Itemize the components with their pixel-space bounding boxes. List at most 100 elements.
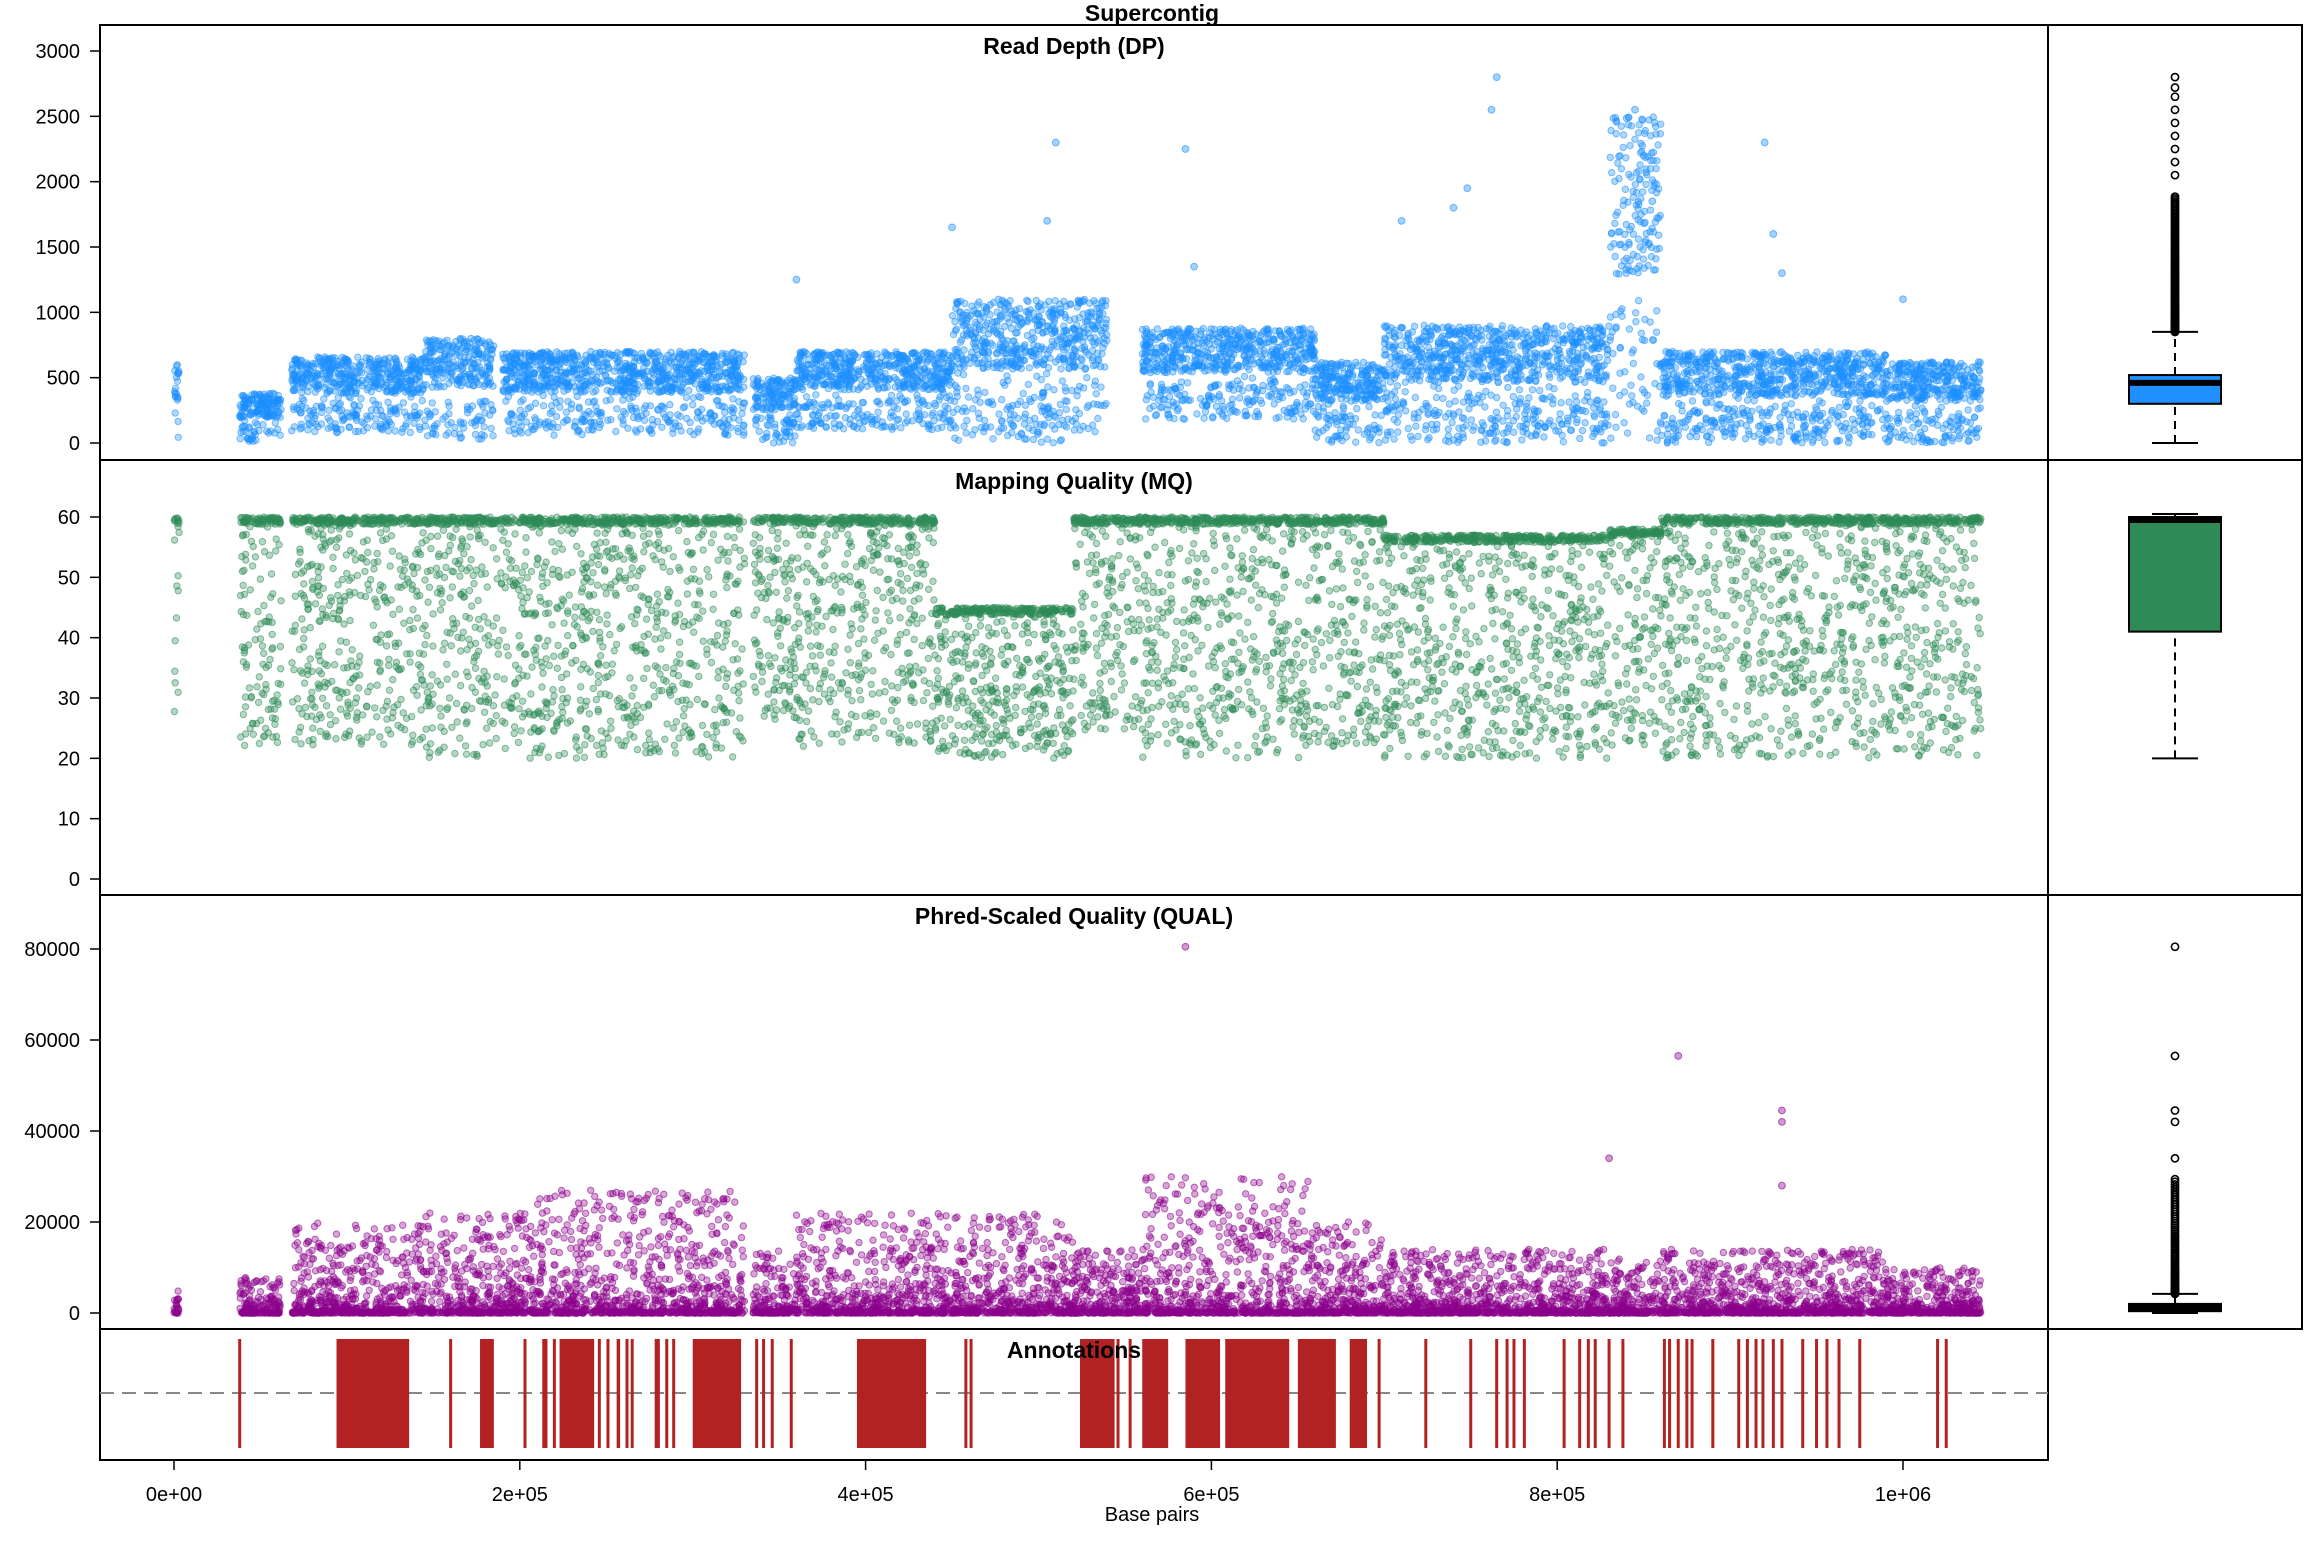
data-point <box>587 410 596 418</box>
data-point <box>399 424 407 433</box>
data-point <box>363 415 372 423</box>
data-point <box>657 402 665 410</box>
data-point <box>939 364 947 372</box>
data-point <box>1070 332 1078 341</box>
data-point <box>1254 338 1262 346</box>
data-point <box>1299 388 1308 396</box>
data-point <box>352 414 360 422</box>
data-point <box>236 435 244 443</box>
data-point <box>689 401 697 409</box>
data-point <box>1180 336 1188 344</box>
data-point <box>458 371 466 379</box>
data-point <box>872 360 881 369</box>
data-point <box>826 371 834 379</box>
data-point <box>480 423 488 431</box>
data-point <box>582 361 590 370</box>
data-point <box>1142 415 1150 423</box>
data-point <box>888 425 896 433</box>
data-point <box>978 309 986 317</box>
data-point <box>674 353 683 361</box>
data-point <box>1210 382 1219 390</box>
data-point <box>850 411 859 420</box>
data-point <box>1090 334 1099 342</box>
data-point <box>1312 389 1320 398</box>
data-point <box>357 361 365 369</box>
data-point <box>670 375 679 383</box>
data-point <box>1342 375 1350 383</box>
data-point <box>363 424 372 432</box>
data-point <box>845 385 853 394</box>
data-point <box>1272 414 1280 422</box>
data-point <box>1460 414 1468 423</box>
data-point <box>171 384 180 392</box>
data-point <box>1353 393 1362 401</box>
data-point <box>1401 388 1409 396</box>
data-point <box>611 379 620 387</box>
data-point <box>767 390 775 399</box>
data-point <box>1091 428 1099 436</box>
data-point <box>788 415 796 423</box>
data-point <box>1245 334 1253 342</box>
data-point <box>584 426 593 434</box>
data-point <box>1152 349 1160 357</box>
data-point <box>595 423 604 432</box>
data-point <box>380 383 388 392</box>
data-point <box>910 348 918 357</box>
data-point <box>1051 413 1060 421</box>
data-point <box>633 389 641 397</box>
data-point <box>775 399 784 408</box>
data-point <box>669 425 677 433</box>
data-point <box>1365 402 1373 411</box>
data-point <box>1411 393 1420 402</box>
data-point <box>1401 378 1409 386</box>
data-point <box>766 404 775 413</box>
data-point <box>1301 405 1310 413</box>
data-point <box>700 359 709 367</box>
data-point <box>547 357 555 365</box>
data-point <box>1226 382 1235 390</box>
data-point <box>1022 435 1030 443</box>
data-point <box>1314 402 1323 411</box>
data-point <box>1019 356 1027 364</box>
data-point <box>1091 377 1100 385</box>
data-point <box>894 415 903 424</box>
data-point <box>1518 436 1526 444</box>
data-point <box>980 343 988 351</box>
data-point <box>1056 437 1065 445</box>
data-point <box>1181 395 1190 403</box>
data-point <box>1332 414 1340 422</box>
data-point <box>236 413 245 421</box>
data-point <box>1142 342 1151 350</box>
data-point <box>968 431 977 439</box>
data-point <box>766 378 774 386</box>
data-point <box>989 435 997 443</box>
data-point <box>822 414 831 422</box>
data-point <box>373 358 381 366</box>
data-point <box>339 389 348 397</box>
data-point <box>1051 358 1060 366</box>
data-point <box>447 418 455 427</box>
data-point <box>1375 438 1383 447</box>
data-point <box>1051 327 1059 336</box>
data-point <box>1040 345 1048 353</box>
data-point <box>317 362 326 370</box>
data-point <box>1021 401 1030 409</box>
data-point <box>1065 364 1073 372</box>
data-point <box>1057 365 1065 373</box>
data-point <box>340 415 348 423</box>
data-point <box>414 411 422 419</box>
data-point <box>324 355 332 363</box>
data-point <box>489 407 497 415</box>
data-point <box>867 356 875 364</box>
data-point <box>429 372 437 380</box>
data-point <box>603 386 612 394</box>
data-point <box>524 428 532 437</box>
data-point <box>1012 329 1020 337</box>
data-point <box>1065 316 1074 324</box>
data-point <box>995 428 1003 436</box>
data-point <box>1095 316 1103 324</box>
data-point <box>340 369 348 377</box>
data-point <box>418 396 426 405</box>
data-point <box>627 402 635 410</box>
data-point <box>1142 329 1151 338</box>
